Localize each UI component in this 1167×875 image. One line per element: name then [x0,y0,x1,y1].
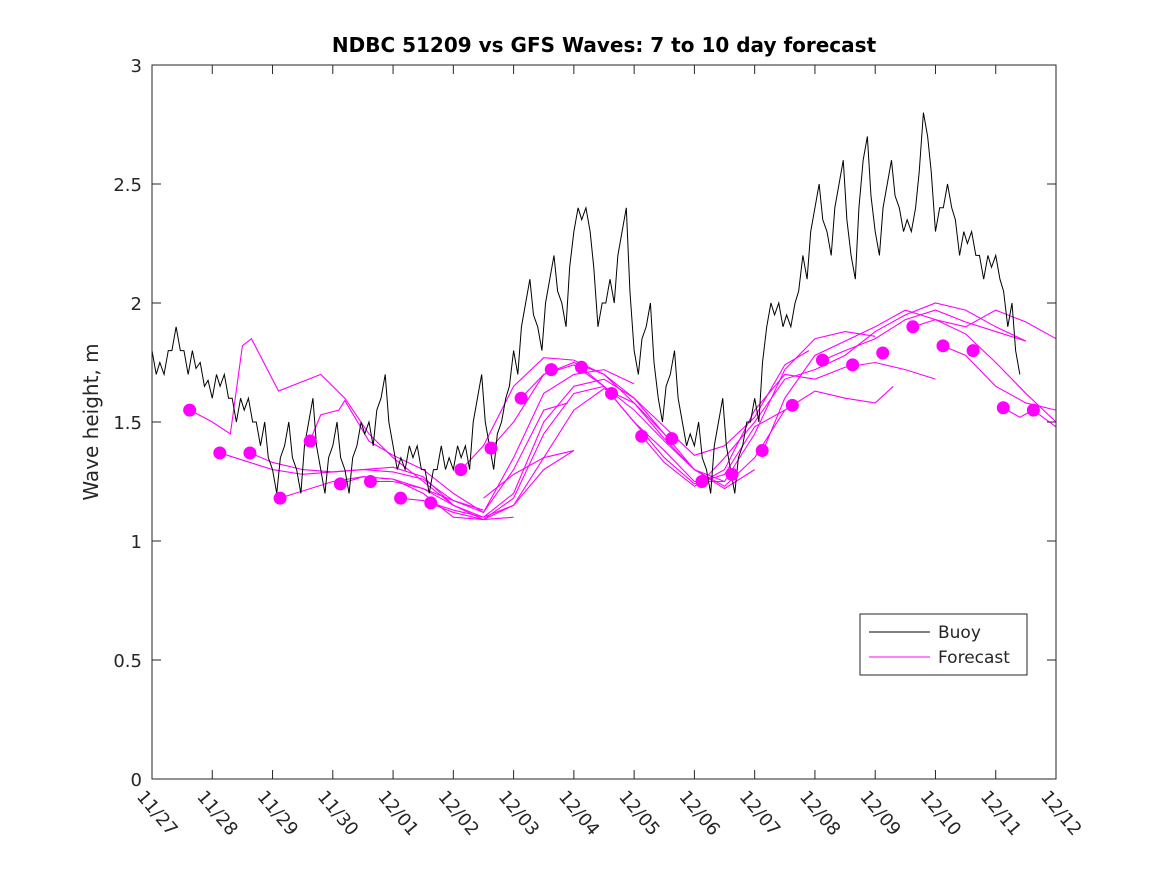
forecast-point [936,339,950,353]
forecast-point [514,391,528,405]
chart-title: NDBC 51209 vs GFS Waves: 7 to 10 day for… [332,33,877,57]
x-tick-label: 12/09 [855,787,904,840]
y-tick-label: 1 [131,532,142,553]
x-tick-label: 11/30 [313,787,362,840]
forecast-point [996,401,1010,415]
forecast-point [544,363,558,377]
forecast-point [213,446,227,460]
legend-forecast-label: Forecast [938,648,1010,668]
forecast-point [303,434,317,448]
forecast-point [333,477,347,491]
forecast-point [484,441,498,455]
y-tick-label: 0.5 [113,651,142,672]
x-tick-label: 12/11 [976,787,1025,840]
forecast-point [424,496,438,510]
forecast-point [243,446,257,460]
forecast-line-4 [309,399,568,514]
forecast-line-10 [483,450,574,499]
y-tick-label: 2.5 [113,175,142,196]
y-tick-label: 0 [131,770,142,791]
x-tick-label: 11/29 [253,787,302,840]
legend: Buoy Forecast [859,613,1028,676]
forecast-point [906,320,920,334]
buoy-line [151,112,1021,494]
x-tick-label: 12/08 [795,787,844,840]
forecast-line-17 [822,309,1027,361]
x-tick-label: 12/05 [614,787,663,840]
x-tick-label: 12/07 [735,787,784,840]
forecast-point [394,491,408,505]
forecast-point [665,432,679,446]
y-tick-label: 2 [131,294,142,315]
series-layer [151,112,1057,521]
y-tick-label: 3 [131,56,142,77]
forecast-point [846,358,860,372]
forecast-point [785,398,799,412]
forecast-line-0 [189,337,454,506]
x-tick-label: 11/27 [132,787,181,840]
forecast-point [635,429,649,443]
x-tick-label: 12/02 [434,787,483,840]
forecast-line-18 [913,309,1057,340]
y-axis-label: Wave height, m [79,343,103,500]
forecast-line-15 [701,302,1027,482]
forecast-point [363,475,377,488]
x-tick-label: 12/12 [1036,787,1085,840]
forecast-point [273,491,287,505]
forecast-line-12 [520,330,876,483]
x-tick-label: 12/01 [373,787,422,840]
forecast-point [725,467,739,481]
forecast-point [605,386,619,400]
forecast-point [574,360,588,374]
x-tick-label: 12/04 [554,787,603,840]
forecast-point [454,463,468,477]
forecast-line-2 [250,452,514,521]
x-tick-label: 11/28 [192,787,241,840]
x-tick-label: 12/06 [675,787,724,840]
forecast-point [876,346,890,360]
forecast-point [966,344,980,358]
forecast-point [1026,403,1040,417]
y-tick-label: 1.5 [113,413,142,434]
forecast-line-6 [370,378,665,518]
forecast-line-16 [762,309,1057,451]
x-tick-label: 12/03 [494,787,543,840]
forecast-line-14 [641,361,936,487]
forecast-line-3 [279,450,575,521]
forecast-line-9 [460,357,786,487]
forecast-point [815,353,829,367]
forecast-point [755,444,769,458]
legend-buoy-label: Buoy [938,623,981,643]
forecast-line-20 [1002,407,1057,428]
x-tick-label: 12/10 [916,787,965,840]
forecast-point [695,475,709,488]
forecast-line-7 [399,385,725,521]
legend-box [859,613,1028,676]
forecast-line-13 [580,366,894,485]
forecast-point [183,403,197,417]
